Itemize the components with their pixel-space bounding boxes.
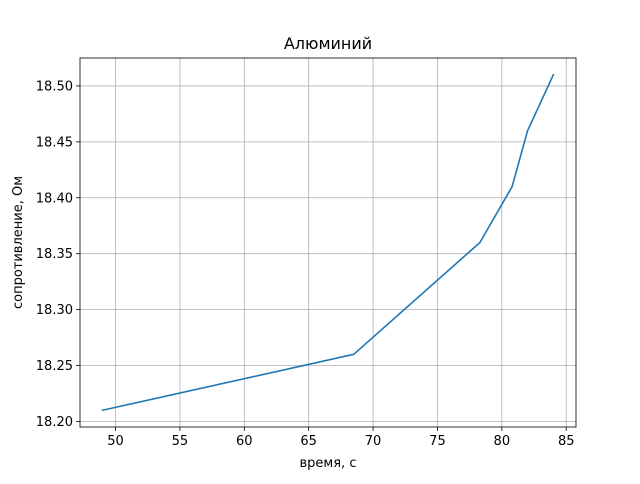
y-tick-label-4: 18.40	[36, 191, 73, 206]
series-line-0	[101, 73, 555, 412]
y-tick-label-5: 18.45	[36, 135, 73, 150]
y-axis-label: сопротивление, Ом	[11, 176, 26, 309]
series-layer	[101, 73, 555, 412]
y-tick-label-3: 18.35	[36, 247, 73, 262]
x-tick-label-2: 60	[236, 434, 253, 449]
x-tick-label-4: 70	[365, 434, 382, 449]
x-tick-label-0: 50	[107, 434, 124, 449]
x-tick-label-6: 80	[494, 434, 511, 449]
x-tick-label-3: 65	[300, 434, 317, 449]
plot-frame	[79, 57, 577, 428]
grid	[80, 58, 576, 427]
ticks: 50 55 60 65 70 75 80 85 18.20 18.25 18.30 18.35 18.4…	[36, 79, 575, 449]
y-tick-label-6: 18.50	[36, 79, 73, 94]
x-tick-label-7: 85	[558, 434, 575, 449]
y-tick-label-1: 18.25	[36, 359, 73, 374]
y-tick-label-0: 18.20	[36, 415, 73, 430]
x-tick-label-1: 55	[172, 434, 189, 449]
y-tick-label-2: 18.30	[36, 303, 73, 318]
chart-title: Алюминий	[284, 34, 372, 53]
x-axis-label: время, с	[300, 456, 357, 471]
x-tick-label-5: 75	[429, 434, 446, 449]
